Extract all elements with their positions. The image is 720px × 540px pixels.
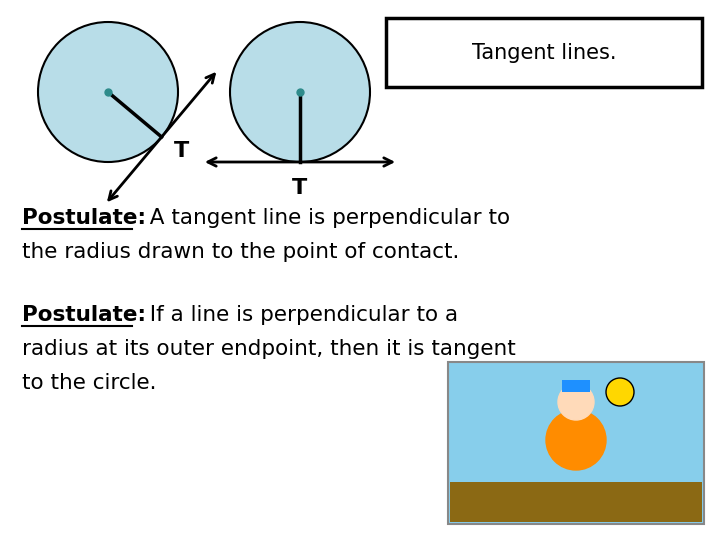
Text: to the circle.: to the circle. xyxy=(22,373,156,393)
Text: the radius drawn to the point of contact.: the radius drawn to the point of contact… xyxy=(22,242,459,262)
FancyBboxPatch shape xyxy=(562,380,590,392)
Circle shape xyxy=(606,378,634,406)
Text: Tangent lines.: Tangent lines. xyxy=(472,43,616,63)
Circle shape xyxy=(546,410,606,470)
Circle shape xyxy=(230,22,370,162)
Circle shape xyxy=(38,22,178,162)
FancyBboxPatch shape xyxy=(450,482,702,522)
Text: Postulate:: Postulate: xyxy=(22,208,146,228)
Text: Postulate:: Postulate: xyxy=(22,305,146,325)
Text: T: T xyxy=(174,141,189,161)
FancyBboxPatch shape xyxy=(386,18,702,87)
Text: T: T xyxy=(292,178,307,198)
FancyBboxPatch shape xyxy=(448,362,704,524)
Text: If a line is perpendicular to a: If a line is perpendicular to a xyxy=(136,305,458,325)
Text: A tangent line is perpendicular to: A tangent line is perpendicular to xyxy=(136,208,510,228)
Text: radius at its outer endpoint, then it is tangent: radius at its outer endpoint, then it is… xyxy=(22,339,516,359)
Circle shape xyxy=(558,384,594,420)
